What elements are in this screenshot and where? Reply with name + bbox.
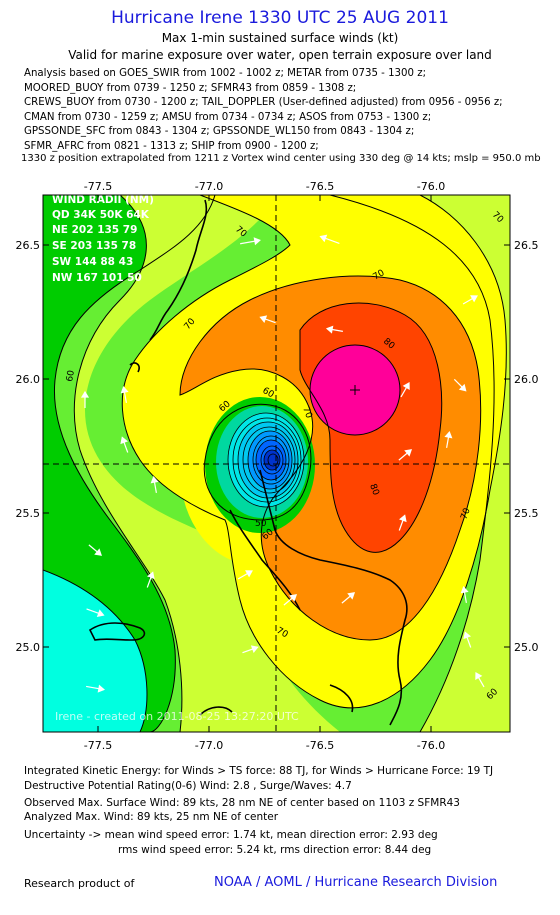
source-line: GPSSONDE_SFC from 0843 - 1304 z; GPSSOND… [24,126,415,137]
source-line: CMAN from 0730 - 1259 z; AMSU from 0734 … [24,111,432,123]
contour-label: 60 [65,369,77,382]
wind-radii-row: NE 202 135 79 [52,224,137,236]
wind-radii-row: NW 167 101 50 [52,272,142,284]
lat-tick-label: 26.0 [16,373,41,386]
contour-label: 80 [367,483,380,497]
lon-tick-label: -76.0 [417,739,445,752]
wind-radii-header: QD 34K 50K 64K [52,209,150,221]
footer-research-product: Research product of [24,877,135,890]
subtitle-exposure: Valid for marine exposure over water, op… [68,48,492,62]
wind-map: 70 70 70 80 60 60 60 70 50 60 80 70 70 6… [16,180,539,752]
subtitle-wind-type: Max 1-min sustained surface winds (kt) [161,31,399,45]
lat-ticks-left: 26.5 26.0 25.5 25.0 [16,239,41,654]
lon-tick-label: -76.0 [417,180,445,193]
ike-text: Integrated Kinetic Energy: for Winds > T… [24,765,494,777]
uncertainty-rms-text: rms wind speed error: 5.24 kt, rms direc… [118,844,432,856]
lat-tick-label: 25.0 [514,641,539,654]
source-line: SFMR_AFRC from 0821 - 1313 z; SHIP from … [24,140,319,152]
map-credit: Irene - created on 2011-08-25 13:27:20 U… [55,710,299,723]
observed-max-text: Observed Max. Surface Wind: 89 kts, 28 n… [24,797,460,809]
contour-label: 70 [300,406,313,420]
lon-tick-label: -76.5 [306,739,334,752]
lon-tick-label: -77.0 [195,739,223,752]
page-title: Hurricane Irene 1330 UTC 25 AUG 2011 [111,8,449,28]
wind-radii-title: WIND RADII (NM) [52,194,154,206]
lat-ticks-right: 26.5 26.0 25.5 25.0 [514,239,539,654]
analysis-sources: Analysis based on GOES_SWIR from 1002 - … [24,67,503,154]
source-line: MOORED_BUOY from 0739 - 1250 z; SFMR43 f… [24,82,357,94]
lon-tick-label: -77.5 [84,180,112,193]
contour-label: 50 [255,519,267,529]
lon-ticks-bottom: -77.5 -77.0 -76.5 -76.0 [84,739,445,752]
lat-tick-label: 25.5 [16,507,41,520]
lon-tick-label: -77.5 [84,739,112,752]
lon-tick-label: -77.0 [195,180,223,193]
wind-vectors [80,234,485,693]
extrapolation-note: 1330 z position extrapolated from 1211 z… [21,153,541,164]
lat-tick-label: 26.0 [514,373,539,386]
lat-tick-label: 25.0 [16,641,41,654]
source-line: CREWS_BUOY from 0730 - 1200 z; TAIL_DOPP… [24,97,503,108]
uncertainty-mean-text: Uncertainty -> mean wind speed error: 1.… [24,829,438,841]
wind-field: 70 70 70 80 60 60 60 70 50 60 80 70 70 6… [43,194,510,732]
contour-label: 70 [459,507,472,521]
dpr-text: Destructive Potential Rating(0-6) Wind: … [24,780,352,792]
lat-tick-label: 25.5 [514,507,539,520]
lat-tick-label: 26.5 [16,239,41,252]
footer-hrd-link[interactable]: NOAA / AOML / Hurricane Research Divisio… [214,875,498,890]
lon-tick-label: -76.5 [306,180,334,193]
wind-radii-table: WIND RADII (NM) QD 34K 50K 64K NE 202 13… [52,194,154,284]
lon-ticks-top: -77.5 -77.0 -76.5 -76.0 [84,180,445,193]
analyzed-max-text: Analyzed Max. Wind: 89 kts, 25 nm NE of … [24,811,279,823]
wind-radii-row: SE 203 135 78 [52,240,136,252]
source-line: Analysis based on GOES_SWIR from 1002 - … [24,68,427,79]
lat-tick-label: 26.5 [514,239,539,252]
wind-radii-row: SW 144 88 43 [52,256,133,268]
